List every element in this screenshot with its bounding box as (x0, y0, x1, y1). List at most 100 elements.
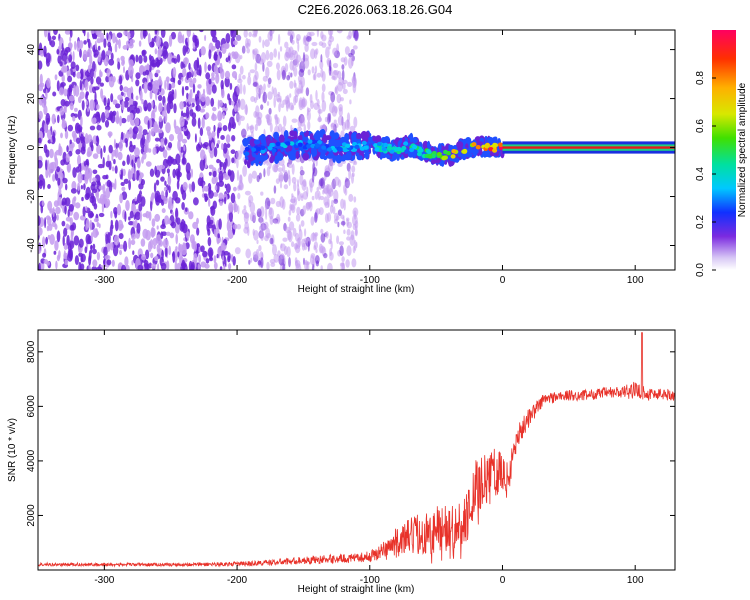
snr-series (38, 332, 675, 568)
spectrogram-noise-cell (220, 242, 226, 251)
spectrogram-noise-cell (297, 41, 300, 52)
spectrogram-noise-cell (188, 62, 191, 70)
spectrogram-signal-peak (409, 147, 415, 153)
spectrogram-noise-cell (112, 32, 116, 44)
spectrogram-noise-cell (353, 78, 357, 86)
spectrogram-noise-cell (173, 92, 176, 100)
spectrogram-noise-cell (41, 200, 45, 207)
spectrogram-noise-cell (92, 61, 96, 72)
spectrogram-signal-peak (376, 141, 382, 147)
spectrogram-noise-cell (353, 116, 358, 128)
spectrogram-noise-cell (288, 257, 291, 268)
spectrogram-signal-peak (492, 148, 498, 153)
spectrogram-noise-cell (222, 142, 228, 154)
spectrogram-noise-cell (223, 250, 229, 256)
spectrogram-noise-cell (330, 199, 334, 208)
spectrogram-noise-cell (120, 182, 125, 186)
spectrogram-noise-cell (239, 98, 246, 111)
spectrogram-x-ticks: -300 -200 -100 0 100 (94, 30, 644, 286)
spectrogram-noise-cell (333, 189, 339, 202)
spectrogram-noise-cell (338, 104, 343, 112)
spectrogram-noise-cell (123, 178, 129, 184)
spectrogram-noise-cell (96, 124, 102, 131)
spectrogram-noise-cell (115, 142, 119, 149)
y-tick-label: -40 (26, 238, 37, 253)
spectrogram-noise-cell (211, 84, 217, 94)
spectrogram-noise-cell (90, 244, 93, 254)
spectrogram-noise-cell (188, 211, 194, 220)
spectrogram-noise-cell (239, 65, 244, 75)
spectrogram-noise-cell (327, 113, 330, 125)
spectrogram-noise-cell (130, 239, 136, 246)
spectrogram-noise-cell (180, 219, 186, 231)
spectrogram-noise-cell (205, 258, 210, 264)
spectrogram-noise-cell (224, 103, 227, 109)
spectrogram-frame (37, 29, 676, 271)
spectrogram-noise-cell (196, 143, 202, 152)
colorbar-gradient (712, 30, 736, 270)
x-tick-label: -300 (94, 275, 114, 286)
spectrogram-signal-cell (260, 133, 266, 142)
spectrogram-signal-peak (342, 147, 348, 153)
spectrogram-noise-cell (154, 137, 160, 142)
spectrogram-noise-cell (60, 82, 66, 87)
spectrogram-noise-cell (216, 127, 220, 139)
spectrogram-signal-cell (402, 136, 406, 143)
spectrogram-noise-cell (219, 266, 223, 270)
spectrogram-noise-cell (89, 84, 93, 93)
spectrogram-noise-cell (203, 185, 210, 192)
spectrogram-noise-cell (172, 251, 176, 263)
spectrogram-noise-cell (205, 112, 210, 119)
spectrogram-noise-cell (270, 262, 276, 268)
spectrogram-noise-cell (266, 261, 270, 270)
spectrogram-noise-cell (81, 100, 85, 111)
spectrogram-noise-cell (175, 153, 181, 166)
spectrogram-signal-peak (462, 149, 468, 154)
spectrogram-noise-cell (72, 167, 77, 178)
spectrogram-noise-cell (73, 235, 80, 246)
spectrogram-noise-cell (269, 237, 274, 245)
spectrogram-signal-cell (445, 144, 449, 151)
spectrogram-noise-cell (244, 104, 248, 115)
spectrogram-noise-cell (323, 185, 329, 195)
spectrogram-noise-cell (212, 192, 219, 197)
spectrogram-noise-cell (114, 43, 118, 53)
spectrogram-noise-cell (207, 236, 212, 247)
colorbar-label: Normalized spectral amplitude (737, 82, 748, 217)
spectrogram-noise-cell (222, 161, 227, 172)
spectrogram-noise-cell (78, 96, 82, 104)
spectrogram-noise-cell (298, 97, 303, 108)
spectrogram-noise-cell (79, 68, 84, 80)
spectrogram-noise-cell (199, 159, 205, 171)
spectrogram-signal-peak (251, 147, 257, 152)
spectrogram-noise-cell (264, 39, 270, 47)
spectrogram-noise-cell (190, 168, 193, 178)
spectrogram-noise-cell (71, 180, 77, 191)
spectrogram-noise-cell (165, 190, 169, 198)
spectrogram-noise-cell (221, 88, 225, 99)
spectrogram-noise-cell (141, 253, 147, 261)
spectrogram-noise-cell (352, 160, 358, 166)
spectrogram-noise-cell (320, 265, 323, 270)
spectrogram-signal-peak (401, 145, 407, 151)
spectrogram-noise-cell (344, 181, 351, 187)
spectrogram-signal-cell (328, 150, 334, 159)
spectrogram-noise-cell (157, 49, 162, 61)
spectrogram-noise-cell (262, 39, 265, 49)
spectrogram-noise-cell (208, 190, 214, 199)
spectrogram-noise-cell (336, 235, 340, 244)
spectrogram-noise-cell (134, 147, 140, 158)
spectrogram-noise-cell (114, 165, 118, 174)
spectrogram-noise-cell (149, 168, 155, 177)
spectrogram-noise-cell (222, 125, 228, 132)
spectrogram-noise-cell (200, 93, 206, 103)
spectrogram-noise-cell (128, 180, 132, 191)
spectrogram-noise-cell (175, 207, 179, 219)
spectrogram-signal-peak (280, 142, 286, 147)
spectrogram-noise-cell (280, 243, 283, 249)
spectrogram-noise-cell (209, 150, 214, 159)
spectrogram-signal-peak (396, 146, 402, 152)
spectrogram-noise-cell (58, 87, 65, 96)
spectrogram-noise-cell (181, 121, 185, 126)
spectrogram-noise-cell (255, 105, 260, 117)
